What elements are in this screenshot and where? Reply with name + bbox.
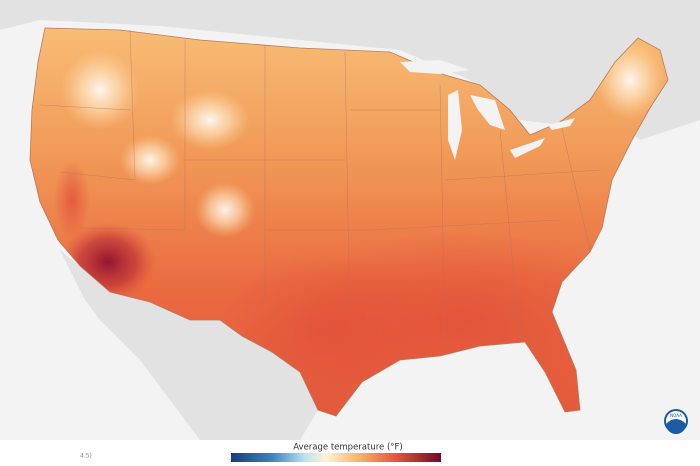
canada	[0, 0, 700, 140]
noaa-logo: NOAA	[664, 409, 688, 434]
mexico	[60, 250, 318, 440]
logo-text: NOAA	[670, 413, 682, 418]
state-lines	[39, 29, 601, 341]
color-scale	[231, 453, 441, 462]
great-lakes	[400, 60, 575, 160]
footnote: 4.5)	[80, 453, 92, 460]
legend-title: Average temperature (°F)	[293, 443, 403, 453]
